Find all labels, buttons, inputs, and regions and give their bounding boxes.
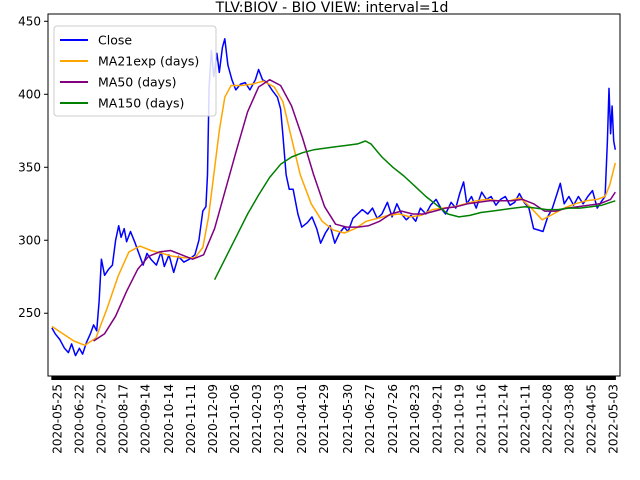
y-axis: 250 300 350 400 450 — [18, 14, 48, 320]
x-tick-label-9: 2021-02-03 — [250, 384, 264, 454]
y-tick-label-2: 350 — [18, 160, 41, 174]
legend-label-2: MA50 (days) — [98, 75, 176, 90]
x-tick-label-21: 2022-01-11 — [519, 384, 533, 454]
series-line-2 — [93, 78, 616, 342]
legend-label-0: Close — [98, 33, 132, 48]
x-tick-label-1: 2020-06-22 — [72, 384, 86, 454]
y-tick-label-0: 250 — [18, 306, 41, 320]
y-tick-label-1: 300 — [18, 233, 41, 247]
legend-label-3: MA150 (days) — [98, 96, 184, 111]
x-tick-label-14: 2021-06-27 — [363, 384, 377, 454]
series-line-1 — [51, 80, 617, 347]
x-tick-label-5: 2020-10-14 — [162, 384, 176, 454]
x-tick-label-18: 2021-10-19 — [453, 384, 467, 454]
x-tick-label-22: 2022-02-08 — [541, 384, 555, 454]
chart-title: TLV:BIOV - BIO VIEW: interval=1d — [215, 0, 449, 16]
plot-frame — [47, 13, 621, 377]
x-tick-label-6: 2020-11-11 — [184, 384, 198, 454]
x-tick-label-15: 2021-07-26 — [386, 384, 400, 454]
x-tick-label-8: 2021-01-06 — [228, 384, 242, 454]
x-tick-label-12: 2021-04-29 — [317, 384, 331, 454]
x-tick-label-24: 2022-04-05 — [585, 384, 599, 454]
x-tick-label-10: 2021-03-03 — [272, 384, 286, 454]
series-line-3 — [213, 140, 616, 281]
x-tick-label-11: 2021-04-01 — [295, 384, 309, 454]
y-tick-label-4: 450 — [18, 14, 41, 28]
x-tick-label-0: 2020-05-25 — [50, 384, 64, 454]
legend-box — [53, 25, 217, 117]
legend-label-1: MA21exp (days) — [98, 54, 199, 69]
y-tick-label-3: 400 — [18, 87, 41, 101]
series-layer — [51, 38, 617, 357]
x-tick-label-25: 2022-05-03 — [607, 384, 621, 454]
x-tick-label-7: 2020-12-09 — [206, 384, 220, 454]
x-axis: 2020-05-25 2020-06-22 2020-07-20 2020-08-17… — [50, 376, 621, 454]
x-tick-label-20: 2021-12-14 — [497, 384, 511, 454]
x-tick-label-4: 2020-09-14 — [138, 384, 152, 454]
x-tick-label-2: 2020-07-20 — [94, 384, 108, 454]
x-tick-label-17: 2021-09-21 — [431, 384, 445, 454]
x-tick-label-3: 2020-08-17 — [116, 384, 130, 454]
x-tick-label-19: 2021-11-16 — [475, 384, 489, 454]
series-line-0 — [51, 38, 617, 357]
x-tick-label-13: 2021-05-30 — [341, 384, 355, 454]
x-tick-label-16: 2021-08-23 — [408, 384, 422, 454]
x-ticks — [51, 376, 616, 380]
x-tick-label-23: 2022-03-08 — [563, 384, 577, 454]
legend: Close MA21exp (days) MA50 (days) MA150 (day… — [53, 25, 217, 117]
